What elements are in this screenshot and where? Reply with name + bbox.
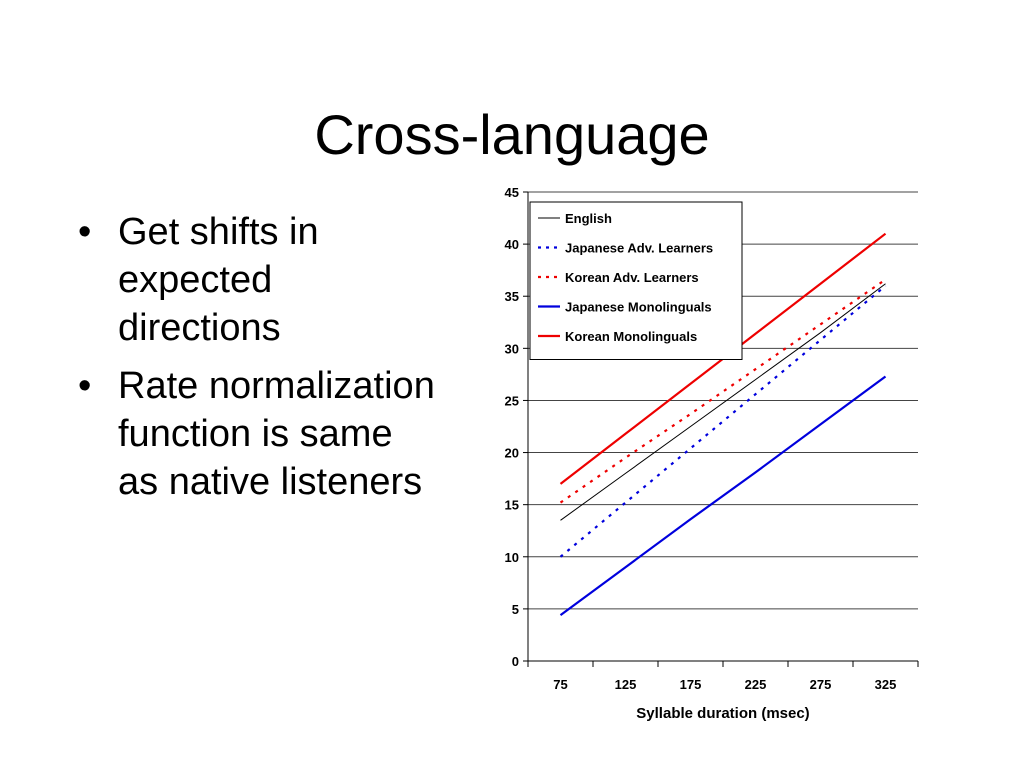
- bullet-list: • Get shifts in expected directions • Ra…: [78, 208, 438, 516]
- series-line: [559, 375, 887, 617]
- bullet-item: • Rate normalization function is same as…: [78, 362, 438, 506]
- chart-canvas: 0 5 10 15 20 25 30 35 40 45 75 125 175 225 275 325 Sylla…: [505, 185, 919, 722]
- y-tick-label: 25: [505, 393, 519, 408]
- series-line: [559, 278, 887, 504]
- x-tick-label: 225: [745, 677, 767, 692]
- x-axis-title: Syllable duration (msec): [636, 705, 809, 722]
- bullet-glyph: •: [78, 365, 92, 407]
- y-tick-label: 35: [505, 289, 519, 304]
- bullet-item: • Get shifts in expected directions: [78, 208, 438, 352]
- x-tick-label: 175: [680, 677, 702, 692]
- bullet-text: Rate normalization function is same as n…: [118, 365, 435, 503]
- bullet-text: Get shifts in expected directions: [118, 211, 319, 349]
- x-tick-label: 125: [615, 677, 637, 692]
- y-tick-label: 30: [505, 341, 519, 356]
- line-chart: 0 5 10 15 20 25 30 35 40 45 75 125 175 225 275 325 Sylla…: [460, 178, 980, 738]
- y-tick-label: 0: [512, 654, 519, 669]
- slide-title: Cross-language: [314, 103, 710, 166]
- legend-label: Korean Adv. Learners: [565, 270, 699, 285]
- y-tick-label: 40: [505, 237, 519, 252]
- x-tick-label: 325: [875, 677, 897, 692]
- y-tick-label: 10: [505, 550, 519, 565]
- y-tick-label: 15: [505, 498, 519, 513]
- y-tick-label: 20: [505, 446, 519, 461]
- y-tick-label: 5: [512, 602, 519, 617]
- x-tick-label: 275: [810, 677, 832, 692]
- x-tick-label: 75: [553, 677, 567, 692]
- bullet-glyph: •: [78, 211, 92, 253]
- legend-label: Japanese Adv. Learners: [565, 241, 713, 256]
- legend-label: Korean Monolinguals: [565, 329, 697, 344]
- legend-label: Japanese Monolinguals: [565, 300, 712, 315]
- legend-box: [529, 201, 743, 360]
- y-tick-label: 45: [505, 185, 519, 200]
- legend-label: English: [565, 211, 612, 226]
- series-line: [559, 284, 887, 558]
- series-line: [560, 283, 886, 521]
